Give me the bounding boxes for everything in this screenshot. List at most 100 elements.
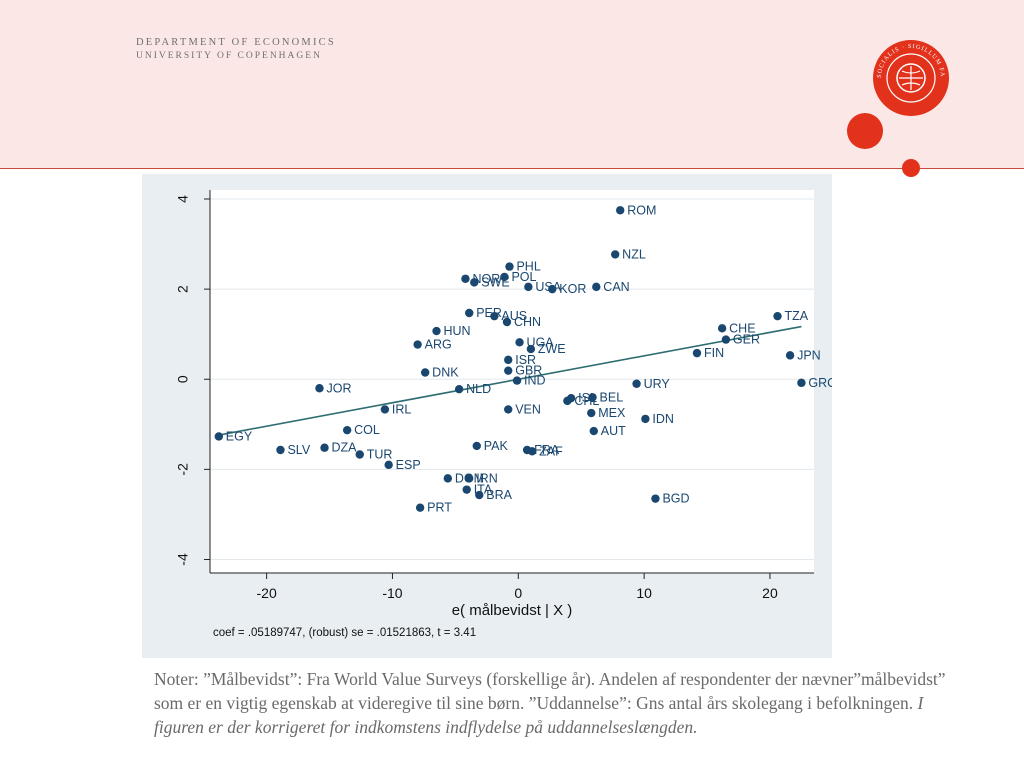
data-point (616, 206, 625, 215)
fit-line (216, 325, 802, 437)
point-label: PRT (427, 501, 452, 515)
point-label: TUR (367, 447, 393, 461)
point-label: COL (354, 423, 380, 437)
point-label: EGY (226, 429, 253, 443)
point-label: GRC (808, 376, 832, 390)
point-label: JPN (797, 348, 821, 362)
point-label: VEN (515, 402, 541, 416)
data-point (610, 250, 620, 259)
point-label: URY (644, 377, 671, 391)
data-point (527, 447, 537, 456)
notes: Noter: ”Målbevidst”: Fra World Value Sur… (154, 667, 964, 739)
point-label: TZA (785, 309, 809, 323)
data-point (276, 445, 285, 455)
y-tick-label: 0 (175, 375, 191, 383)
point-label: SLV (287, 443, 310, 457)
y-tick-label: -4 (175, 553, 191, 566)
point-label: ISR (515, 353, 536, 367)
data-point (592, 282, 601, 292)
point-label: ESP (396, 458, 421, 472)
data-point (505, 262, 514, 271)
data-point (692, 348, 702, 358)
point-label: ARG (425, 338, 452, 352)
point-label: USA (535, 280, 561, 294)
point-label: GBR (515, 364, 542, 378)
point-label: KOR (559, 282, 586, 296)
data-point (548, 284, 557, 294)
data-point (502, 317, 512, 327)
data-point (717, 324, 727, 333)
point-label: ZAF (539, 444, 563, 458)
point-label: CHN (514, 315, 541, 329)
regression-note: coef = .05189747, (robust) se = .0152186… (213, 627, 476, 639)
data-point (465, 308, 474, 318)
data-point (214, 432, 224, 441)
data-point (443, 474, 453, 483)
x-tick-label: 20 (762, 585, 778, 601)
y-tick-label: -2 (175, 463, 191, 476)
point-label: NLD (466, 382, 491, 396)
point-label: DZA (332, 441, 358, 455)
university-name: UNIVERSITY OF COPENHAGEN (136, 51, 322, 61)
point-label: MEX (598, 406, 626, 420)
point-label: AUT (601, 424, 626, 438)
data-point (475, 490, 484, 500)
point-label: IRN (476, 471, 498, 485)
point-label: JOR (326, 381, 351, 395)
point-label: NZL (622, 247, 646, 261)
data-point (512, 376, 522, 385)
x-tick-label: 10 (636, 585, 652, 601)
notes-text: Noter: ”Målbevidst”: Fra World Value Sur… (154, 669, 946, 713)
university-seal-icon: SOCIALIS · SIGILLUM FACULTATIS SCIENTIAE (872, 39, 949, 116)
grid-lines (210, 198, 814, 560)
point-label: CHE (729, 321, 755, 335)
data-point (504, 405, 513, 414)
point-label: BEL (600, 390, 624, 404)
point-label: FIN (704, 346, 724, 360)
point-label: HUN (444, 324, 471, 338)
decorative-dot-small (902, 159, 920, 177)
data-point (490, 311, 499, 321)
data-point (588, 393, 597, 402)
point-label: BGD (662, 492, 689, 506)
point-label: ZWE (538, 342, 566, 356)
data-point (465, 474, 474, 483)
data-point (504, 355, 513, 365)
point-label: PHL (516, 260, 540, 274)
data-point (462, 485, 471, 494)
data-point (320, 443, 329, 452)
data-point (651, 494, 660, 503)
data-point (432, 326, 441, 336)
data-point (470, 278, 479, 287)
point-label: POL (511, 270, 536, 284)
data-point (413, 340, 422, 349)
department-name: DEPARTMENT OF ECONOMICS (136, 37, 336, 48)
data-point (342, 425, 352, 435)
data-point (785, 351, 795, 360)
x-tick-label: 0 (514, 585, 522, 601)
figure-panel: -4 -2 0 2 4 -20 -10 0 10 20 ROM NZL PHL NOR SWE POL USA… (142, 174, 832, 658)
data-point (773, 311, 782, 321)
data-point (380, 405, 390, 414)
data-point (563, 396, 572, 406)
data-point (315, 384, 324, 393)
data-point (587, 408, 596, 418)
point-label: CAN (603, 280, 629, 294)
data-point (797, 378, 806, 388)
x-tick-label: -10 (382, 585, 402, 601)
data-point (461, 274, 470, 283)
point-label: NOR (472, 272, 500, 286)
point-label: ROM (627, 203, 656, 217)
x-axis-title: e( målbevidst | X ) (452, 602, 573, 619)
data-point (524, 282, 533, 292)
plot-area (210, 190, 814, 573)
y-tick-label: 4 (175, 195, 191, 203)
data-point (632, 379, 641, 388)
fit-line-layer (216, 325, 802, 437)
point-label: IRL (392, 402, 412, 416)
data-point (472, 441, 481, 451)
point-label: IDN (652, 412, 674, 426)
data-point (415, 503, 425, 512)
header-divider (0, 168, 1024, 169)
